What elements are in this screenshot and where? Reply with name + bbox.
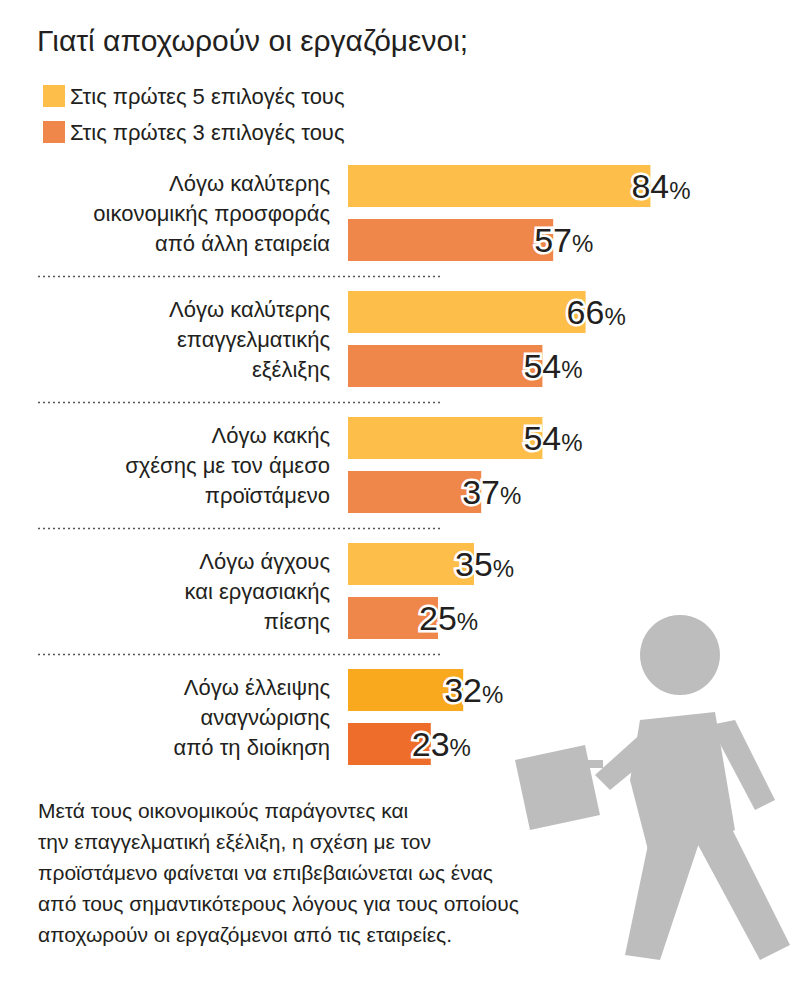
svg-text:αναγνώρισης: αναγνώρισης [201, 705, 330, 730]
svg-text:προϊστάμενο: προϊστάμενο [205, 483, 330, 508]
svg-text:66: 66 [567, 293, 605, 331]
svg-text:πίεσης: πίεσης [264, 609, 330, 634]
svg-text:%: % [493, 555, 514, 582]
svg-text:%: % [572, 230, 593, 257]
svg-text:αποχωρούν οι εργαζόμενοι από τ: αποχωρούν οι εργαζόμενοι από τις εταιρεί… [38, 923, 452, 946]
svg-text:54: 54 [523, 347, 561, 385]
svg-text:35: 35 [455, 545, 493, 583]
svg-text:Στις πρώτες 5 επιλογές τους: Στις πρώτες 5 επιλογές τους [70, 84, 345, 109]
svg-text:από τους σημαντικότερους λόγου: από τους σημαντικότερους λόγους για τους… [38, 892, 519, 915]
svg-text:32: 32 [444, 671, 482, 709]
svg-text:Μετά τους οικονομικούς παράγον: Μετά τους οικονομικούς παράγοντες και [38, 799, 409, 822]
svg-text:επαγγελματικής: επαγγελματικής [177, 327, 330, 352]
svg-text:%: % [561, 429, 582, 456]
svg-text:από άλλη εταιρεία: από άλλη εταιρεία [155, 231, 330, 256]
svg-text:%: % [669, 177, 690, 204]
svg-text:Λόγω καλύτερης: Λόγω καλύτερης [169, 171, 330, 196]
svg-text:Λόγω κακής: Λόγω κακής [211, 423, 330, 448]
svg-text:και εργασιακής: και εργασιακής [184, 579, 330, 604]
svg-text:37: 37 [462, 473, 500, 511]
svg-text:Λόγω καλύτερης: Λόγω καλύτερης [169, 297, 330, 322]
svg-text:57: 57 [534, 221, 572, 259]
svg-text:προϊστάμενο φαίνεται να επιβεβ: προϊστάμενο φαίνεται να επιβεβαιώνεται ω… [38, 861, 493, 884]
svg-text:%: % [457, 608, 478, 635]
svg-text:Λόγω άγχους: Λόγω άγχους [199, 549, 330, 574]
svg-text:%: % [561, 356, 582, 383]
svg-text:%: % [482, 681, 503, 708]
svg-text:από τη διοίκηση: από τη διοίκηση [173, 735, 330, 760]
svg-text:23: 23 [412, 725, 450, 763]
svg-text:Λόγω έλλειψης: Λόγω έλλειψης [184, 675, 330, 700]
svg-text:Γιατί αποχωρούν οι εργαζόμενοι: Γιατί αποχωρούν οι εργαζόμενοι; [37, 24, 468, 57]
svg-text:54: 54 [523, 419, 561, 457]
svg-text:%: % [500, 482, 521, 509]
svg-text:Στις πρώτες 3 επιλογές τους: Στις πρώτες 3 επιλογές τους [70, 120, 345, 145]
svg-text:οικονομικής προσφοράς: οικονομικής προσφοράς [93, 201, 330, 226]
svg-text:σχέσης με τον άμεσο: σχέσης με τον άμεσο [125, 453, 330, 478]
svg-text:25: 25 [419, 599, 457, 637]
svg-text:%: % [450, 734, 471, 761]
svg-text:84: 84 [631, 167, 669, 205]
svg-text:εξέλιξης: εξέλιξης [252, 357, 330, 382]
svg-text:%: % [604, 303, 625, 330]
svg-text:την επαγγελματική εξέλιξη, η σ: την επαγγελματική εξέλιξη, η σχέση με το… [38, 830, 431, 853]
